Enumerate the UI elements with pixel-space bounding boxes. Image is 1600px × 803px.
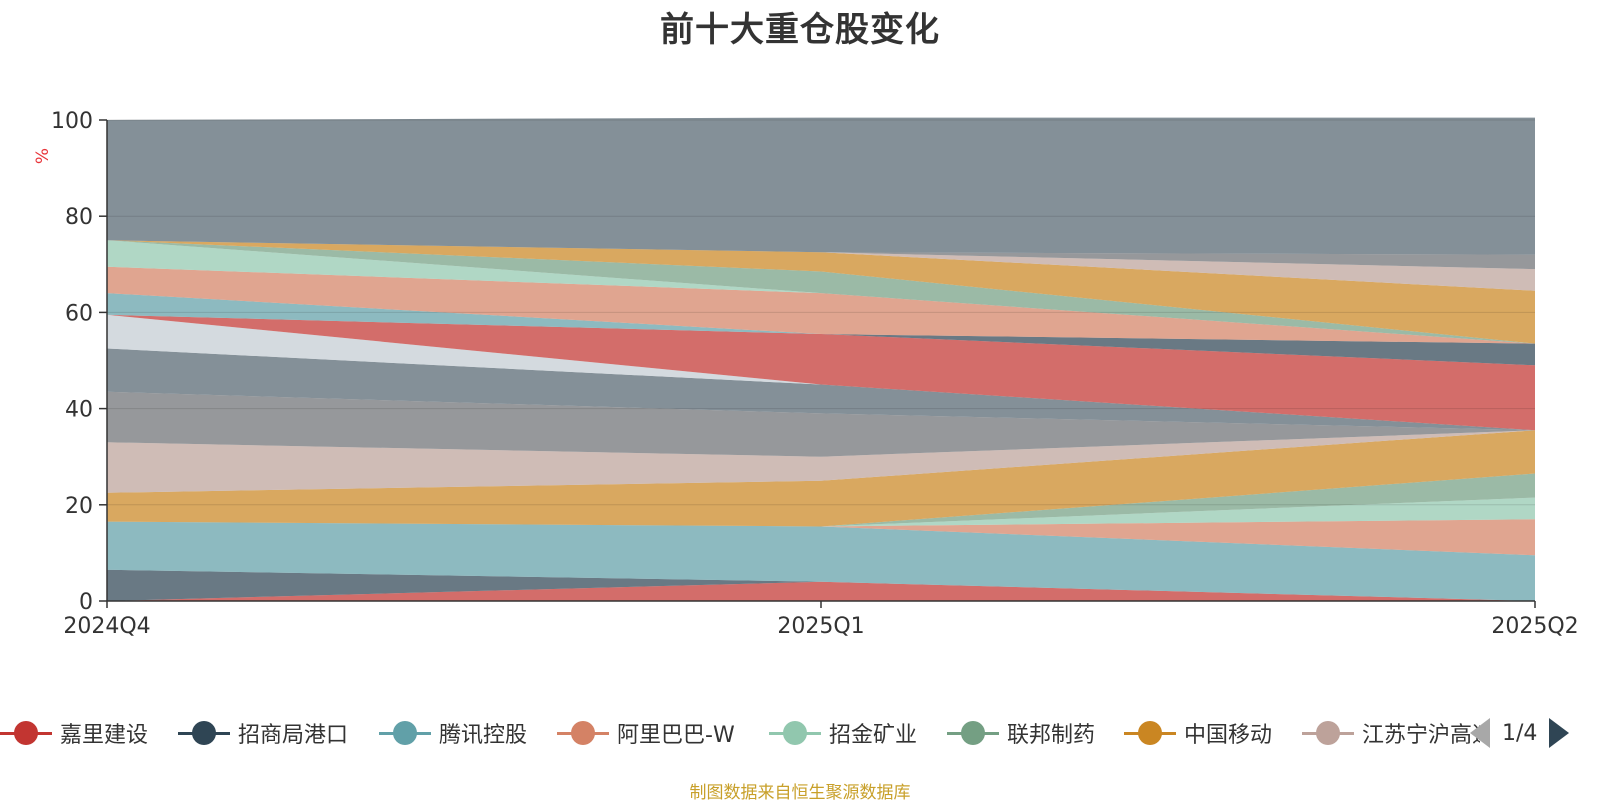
legend-marker-icon <box>178 720 230 745</box>
series-area-14[interactable] <box>107 266 1535 344</box>
legend-item[interactable]: 腾讯控股 <box>379 716 527 750</box>
series-area-11[interactable] <box>107 314 1535 431</box>
source-note: 制图数据来自恒生聚源数据库 <box>689 783 911 803</box>
axes <box>99 119 1536 608</box>
tick-labels: 0 20 40 60 80 100 2024Q4 2025Q1 2025Q2 <box>51 109 1579 639</box>
legend-dot-icon <box>571 720 595 745</box>
series-area-3[interactable] <box>107 519 1535 556</box>
series-area-8[interactable] <box>107 391 1535 457</box>
series-area-16[interactable] <box>107 240 1535 344</box>
series-area-7[interactable] <box>107 430 1535 493</box>
series-area-17[interactable] <box>107 240 1535 344</box>
legend-marker-icon <box>769 720 821 745</box>
y-tick-label: 0 <box>79 590 93 615</box>
series-area-2[interactable] <box>107 521 1535 601</box>
legend: 嘉里建设 招商局港口 腾讯控股 阿里巴巴-W 招金矿业 联邦制药 中国移动 江苏宁沪高速 <box>0 716 1480 750</box>
grid-lines <box>107 119 1535 506</box>
legend-label: 嘉里建设 <box>60 723 149 748</box>
legend-item[interactable]: 中国移动 <box>1124 716 1272 750</box>
legend-next-icon[interactable] <box>1549 718 1570 748</box>
legend-label: 腾讯控股 <box>439 723 528 748</box>
legend-marker-icon <box>1124 720 1176 745</box>
series-area-0[interactable] <box>107 581 1535 601</box>
series-area-12[interactable] <box>107 314 1535 366</box>
legend-page-indicator: 1/4 <box>1502 720 1538 746</box>
y-tick-label: 40 <box>65 398 93 423</box>
y-tick-label: 80 <box>65 205 93 230</box>
legend-label: 江苏宁沪高速 <box>1362 723 1480 748</box>
y-tick-label: 60 <box>65 301 93 326</box>
series-area-19[interactable] <box>107 240 1535 270</box>
legend-item[interactable]: 招商局港口 <box>178 716 348 750</box>
y-tick-label: 20 <box>65 494 93 519</box>
legend-dot-icon <box>192 720 216 745</box>
legend-dot-icon <box>961 720 985 745</box>
series-area-9[interactable] <box>107 348 1535 431</box>
series-area-20[interactable] <box>107 117 1535 255</box>
series-area-6[interactable] <box>107 430 1535 527</box>
legend-dot-icon <box>14 720 38 745</box>
series-areas <box>107 117 1535 601</box>
legend-label: 招金矿业 <box>829 723 918 748</box>
legend-item[interactable]: 招金矿业 <box>769 716 917 750</box>
legend-dot-icon <box>1316 720 1340 745</box>
legend-marker-icon <box>557 720 609 745</box>
series-area-5[interactable] <box>107 473 1535 527</box>
legend-label: 招商局港口 <box>238 723 349 748</box>
series-area-1[interactable] <box>107 569 1535 601</box>
stacked-area-chart: 0 20 40 60 80 100 2024Q4 2025Q1 2025Q2 <box>51 109 1579 639</box>
legend-dot-icon <box>1138 720 1162 745</box>
chart-title: 前十大重仓股变化 <box>660 10 940 50</box>
series-area-4[interactable] <box>107 497 1535 527</box>
legend-label: 中国移动 <box>1184 723 1273 748</box>
x-tick-label: 2024Q4 <box>63 614 150 639</box>
legend-item[interactable]: 江苏宁沪高速 <box>1302 716 1480 750</box>
y-tick-label: 100 <box>51 109 93 134</box>
series-area-13[interactable] <box>107 293 1535 344</box>
legend-marker-icon <box>1302 720 1354 745</box>
legend-label: 联邦制药 <box>1007 723 1096 748</box>
legend-item[interactable]: 联邦制药 <box>947 716 1095 750</box>
legend-dot-icon <box>393 720 417 745</box>
x-tick-label: 2025Q2 <box>1491 614 1578 639</box>
legend-marker-icon <box>379 720 431 745</box>
x-tick-label: 2025Q1 <box>777 614 864 639</box>
legend-pager: 1/4 <box>1470 716 1570 750</box>
legend-marker-icon <box>0 720 52 745</box>
legend-label: 阿里巴巴-W <box>617 723 735 748</box>
legend-prev-icon[interactable] <box>1470 718 1490 748</box>
legend-dot-icon <box>783 720 807 745</box>
legend-item[interactable]: 嘉里建设 <box>0 716 148 750</box>
legend-marker-icon <box>947 720 999 745</box>
legend-item[interactable]: 阿里巴巴-W <box>557 716 735 750</box>
series-area-18[interactable] <box>107 240 1535 291</box>
